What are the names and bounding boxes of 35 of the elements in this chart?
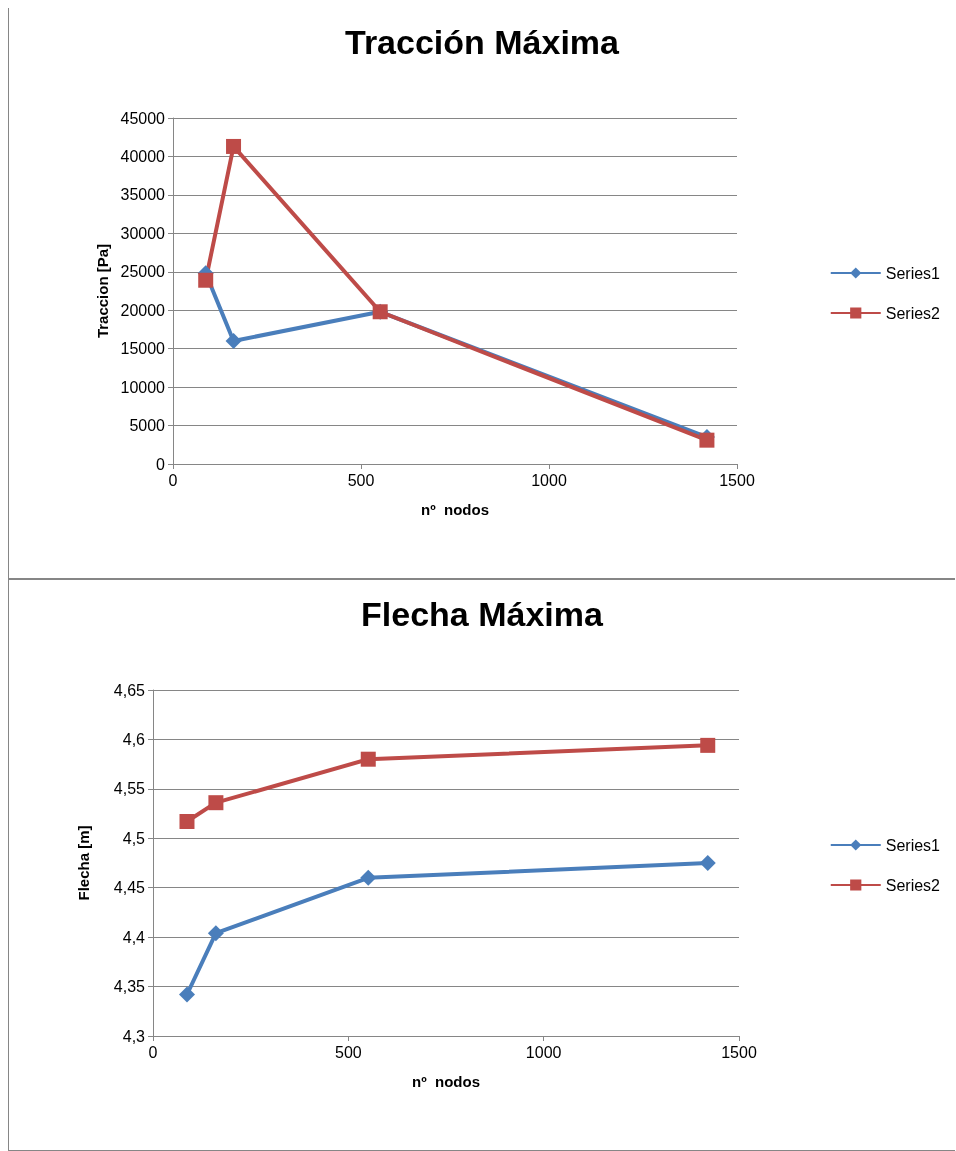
y-tick-label: 4,4: [122, 928, 146, 946]
y-tick-label: 4,35: [113, 978, 146, 996]
y-tick-label: 4,3: [122, 1027, 146, 1045]
y-tick-label: 4,55: [113, 780, 146, 798]
x-tick-label: 1500: [721, 1043, 757, 1061]
y-tick-label: 25000: [120, 263, 166, 281]
legend-label: Series1: [885, 264, 941, 282]
y-tick-label: 40000: [120, 147, 166, 165]
x-tick-label: 1000: [531, 471, 567, 489]
y-tick-label: 0: [156, 455, 166, 473]
x-tick-label: 500: [334, 1043, 362, 1061]
y-tick-label: 4,6: [122, 730, 146, 748]
x-axis-title: nº nodos: [421, 501, 489, 518]
x-tick-label: 500: [347, 471, 375, 489]
y-tick-label: 10000: [120, 378, 166, 396]
x-tick-label: 0: [168, 471, 178, 489]
y-tick-label: 20000: [120, 301, 166, 319]
y-tick-label: 4,45: [113, 879, 146, 897]
x-tick-label: 1000: [525, 1043, 562, 1061]
y-tick-label: 30000: [120, 224, 166, 242]
y-axis-title: Flecha [m]: [75, 825, 92, 901]
y-tick-label: 4,5: [122, 829, 146, 847]
x-axis-title: nº nodos: [412, 1073, 480, 1090]
x-tick-label: 1500: [719, 471, 755, 489]
y-tick-label: 5000: [129, 417, 166, 435]
y-tick-label: 35000: [120, 186, 166, 204]
y-tick-label: 15000: [120, 340, 166, 358]
legend-label: Series2: [885, 876, 941, 894]
chart-title: Flecha Máxima: [361, 595, 605, 633]
y-axis-title: Traccion [Pa]: [93, 243, 111, 339]
y-tick-label: 45000: [120, 109, 166, 127]
y-tick-label: 4,65: [113, 681, 146, 699]
legend-label: Series1: [885, 836, 941, 854]
legend-label: Series2: [885, 304, 941, 322]
chart-title: Tracción Máxima: [344, 23, 621, 61]
